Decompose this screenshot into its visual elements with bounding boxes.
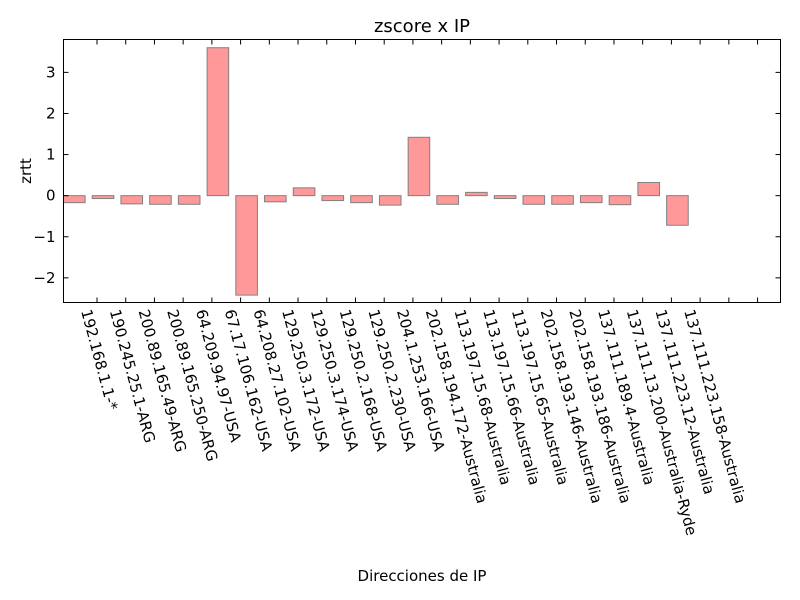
bar-12 xyxy=(378,195,402,206)
plot-frame xyxy=(63,39,781,303)
bar-19 xyxy=(579,195,603,204)
bar-13 xyxy=(407,136,431,197)
y-tick-label: −2 xyxy=(33,269,55,287)
bar-20 xyxy=(608,195,632,206)
y-tick-label: 0 xyxy=(46,187,56,205)
bar-21 xyxy=(637,182,661,197)
bar-8 xyxy=(264,195,287,203)
bar-3 xyxy=(120,195,144,205)
bar-5 xyxy=(177,195,201,205)
bar-4 xyxy=(149,195,172,205)
y-tick-label: 3 xyxy=(46,63,56,81)
bar-1 xyxy=(63,195,86,204)
bar-6 xyxy=(206,47,230,197)
y-tick-label: 1 xyxy=(46,146,56,164)
bar-9 xyxy=(292,187,316,197)
bar-15 xyxy=(465,191,488,197)
bar-22 xyxy=(666,195,689,226)
y-tick-label: 2 xyxy=(46,104,56,122)
y-axis: −2 −1 0 1 2 3 xyxy=(33,63,781,287)
x-axis-label: Direcciones de IP xyxy=(358,567,487,585)
x-axis: 192.168.1.1-*190.245.25.1-ARG200.89.165.… xyxy=(77,39,759,537)
y-tick-label: −1 xyxy=(33,228,55,246)
bar-11 xyxy=(350,195,373,204)
y-axis-label: zrtt xyxy=(17,158,35,184)
bar-16 xyxy=(493,195,517,200)
bar-10 xyxy=(321,195,345,202)
bar-7 xyxy=(235,195,258,296)
bar-2 xyxy=(91,195,115,200)
bar-14 xyxy=(436,195,459,205)
bar-17 xyxy=(522,195,546,205)
bars-layer xyxy=(63,47,689,296)
bar-18 xyxy=(551,195,574,205)
chart-title: zscore x IP xyxy=(374,16,470,37)
